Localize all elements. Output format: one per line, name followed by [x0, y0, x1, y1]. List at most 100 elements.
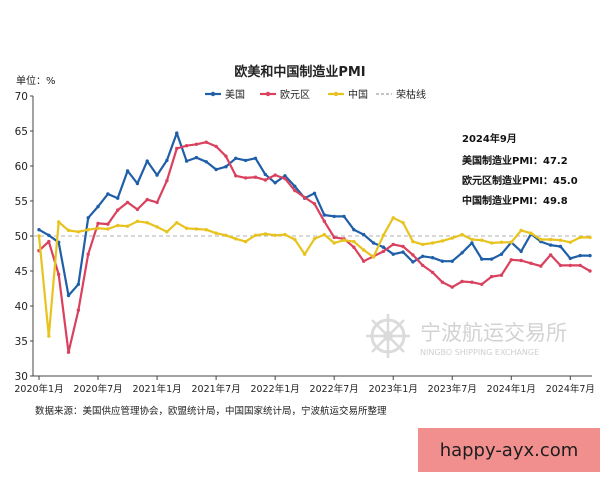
data-point-cn	[558, 238, 563, 242]
annotation-heading: 2024年9月	[462, 132, 517, 145]
data-point-cn	[529, 231, 533, 235]
data-point-us	[489, 257, 494, 261]
data-point-eu	[96, 221, 100, 226]
annotation-box: 2024年9月 美国制造业PMI：47.2 欧元区制造业PMI：45.0 中国制…	[462, 132, 578, 207]
data-point-cn	[47, 334, 51, 338]
data-point-us	[460, 251, 464, 255]
data-point-us	[342, 214, 346, 219]
data-point-cn	[184, 226, 189, 230]
data-point-eu	[352, 245, 356, 249]
data-point-cn	[361, 248, 366, 252]
data-point-cn	[175, 221, 179, 225]
data-point-eu	[273, 173, 277, 177]
data-point-cn	[155, 225, 159, 229]
data-point-us	[450, 259, 454, 263]
data-point-cn	[421, 242, 425, 247]
data-point-us	[194, 155, 199, 160]
data-point-eu	[322, 219, 327, 223]
data-point-cn	[76, 230, 81, 234]
data-point-eu	[519, 258, 523, 263]
data-point-cn	[519, 228, 523, 233]
data-point-cn	[568, 240, 573, 244]
data-point-cn	[578, 235, 582, 240]
data-point-us	[421, 254, 425, 258]
data-point-us	[37, 228, 41, 232]
data-point-eu	[293, 188, 297, 193]
chart-title: 欧美和中国制造业PMI	[234, 64, 365, 80]
data-point-us	[322, 213, 327, 217]
data-point-us	[519, 249, 523, 254]
data-point-us	[588, 253, 592, 258]
data-point-us	[243, 158, 248, 163]
y-tick-label: 65	[15, 126, 28, 138]
data-point-cn	[66, 228, 71, 233]
data-point-us	[106, 192, 110, 196]
data-point-us	[175, 131, 179, 135]
data-point-cn	[106, 227, 110, 231]
data-point-us	[47, 233, 51, 237]
data-point-cn	[401, 221, 405, 225]
data-point-us	[312, 191, 317, 195]
y-tick-label: 45	[15, 266, 28, 278]
data-point-eu	[145, 197, 149, 202]
data-point-cn	[499, 240, 504, 244]
data-point-us	[548, 243, 553, 247]
legend-marker-cn	[333, 91, 339, 97]
data-point-cn	[273, 233, 277, 237]
data-point-cn	[509, 240, 513, 244]
watermark-badge-text: happy-ayx.com	[439, 439, 579, 461]
data-point-cn	[243, 239, 248, 244]
data-point-cn	[588, 235, 592, 240]
data-point-eu	[214, 144, 218, 149]
data-point-cn	[224, 233, 228, 237]
data-point-us	[116, 196, 120, 200]
x-tick-label: 2023年1月	[369, 383, 418, 395]
x-tick-label: 2023年7月	[428, 383, 477, 395]
data-point-cn	[411, 239, 415, 244]
data-point-us	[381, 245, 386, 249]
data-point-eu	[588, 269, 592, 273]
x-tick-label: 2021年1月	[132, 383, 181, 395]
data-point-eu	[224, 154, 228, 158]
data-point-us	[96, 204, 100, 209]
data-point-cn	[460, 232, 464, 237]
series-eu	[37, 140, 592, 354]
data-point-eu	[47, 239, 51, 244]
data-point-cn	[283, 232, 287, 237]
x-tick-label: 2020年1月	[14, 383, 63, 395]
data-point-us	[411, 260, 415, 264]
data-point-eu	[470, 280, 474, 284]
y-axis-unit: 单位：%	[16, 74, 56, 87]
data-point-us	[224, 165, 228, 169]
annotation-us: 美国制造业PMI：47.2	[462, 154, 568, 167]
data-point-eu	[155, 200, 159, 205]
data-point-cn	[214, 231, 218, 235]
data-point-us	[332, 214, 336, 219]
data-point-cn	[342, 238, 346, 242]
data-point-eu	[312, 202, 317, 206]
data-point-eu	[243, 176, 248, 180]
data-point-us	[361, 232, 366, 237]
data-point-cn	[234, 237, 238, 241]
data-point-eu	[106, 222, 110, 226]
data-point-eu	[165, 179, 169, 183]
data-point-eu	[558, 263, 563, 268]
data-point-eu	[460, 279, 464, 284]
data-point-cn	[37, 234, 41, 238]
y-tick-label: 70	[15, 91, 28, 103]
legend-marker-us	[210, 91, 216, 97]
data-point-us	[470, 241, 474, 245]
y-tick-label: 35	[15, 336, 28, 348]
y-tick-label: 55	[15, 196, 28, 208]
annotation-eu: 欧元区制造业PMI：45.0	[462, 174, 578, 187]
data-point-us	[66, 293, 71, 298]
data-point-eu	[391, 242, 395, 247]
data-point-us	[578, 253, 582, 258]
data-point-eu	[539, 264, 543, 268]
data-point-eu	[440, 280, 445, 284]
data-point-us	[263, 172, 268, 177]
data-point-us	[391, 252, 395, 256]
data-point-us	[401, 250, 405, 254]
data-point-cn	[86, 228, 90, 232]
